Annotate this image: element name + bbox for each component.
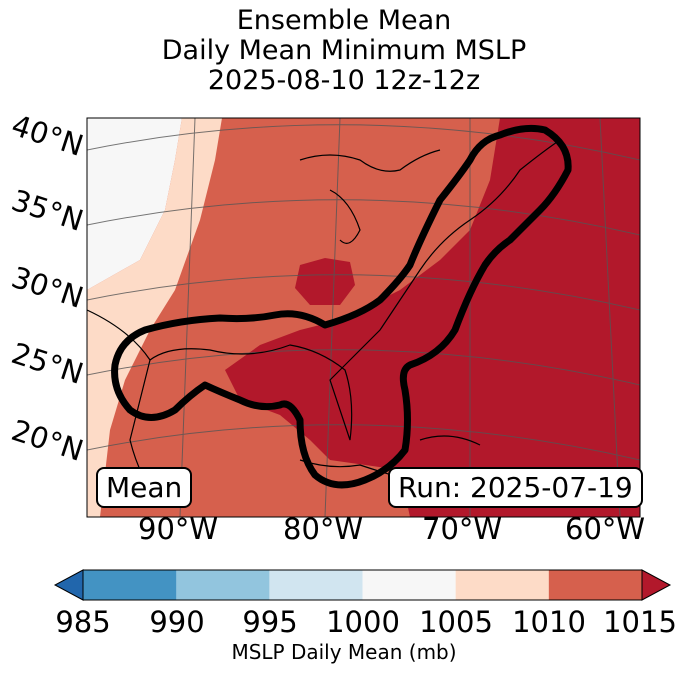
lon-label-60w: 60°W [565,512,646,546]
colorbar-tick-1015: 1015 [603,605,677,639]
colorbar-segment-1000 [362,570,457,600]
colorbar-segment-1005 [455,570,550,600]
graticule [87,118,640,517]
field-1015-inland [295,258,355,305]
mean-label-box: Mean [96,467,193,508]
mean-label: Mean [106,471,183,504]
title-line-2: Daily Mean Minimum MSLP [161,35,527,66]
field-1005-region [87,118,222,517]
colorbar-frame [82,569,643,601]
lon-label-90w: 90°W [138,512,219,546]
colorbar-tick-1005: 1005 [419,605,493,639]
colorbar-tick-1010: 1010 [512,605,586,639]
colorbar-segment-1010 [548,570,643,600]
title-line-1: Ensemble Mean [236,5,452,36]
colorbar-label: MSLP Daily Mean (mb) [231,640,457,664]
map-frame [86,117,641,518]
colorbar-over-arrow [641,569,672,601]
run-label-box: Run: 2025-07-19 [388,467,643,508]
field-1000-region [87,118,182,290]
figure-title: Ensemble Mean Daily Mean Minimum MSLP 20… [0,6,688,96]
colorbar-tick-985: 985 [55,605,111,639]
colorbar-tick-990: 990 [149,605,205,639]
map-field [87,118,640,517]
colorbar-segment-990 [176,570,270,600]
colorbar-segment-995 [269,570,363,600]
colorbar-segment-985 [83,570,177,600]
colorbar-under-arrow [53,569,84,601]
colorbar-tick-995: 995 [242,605,298,639]
lon-label-70w: 70°W [422,512,503,546]
lon-label-80w: 80°W [283,512,364,546]
colorbar-tick-1000: 1000 [326,605,400,639]
run-label: Run: 2025-07-19 [398,471,633,504]
coastlines [87,139,561,501]
probability-contour [111,124,572,489]
title-line-3: 2025-08-10 12z-12z [207,65,481,96]
